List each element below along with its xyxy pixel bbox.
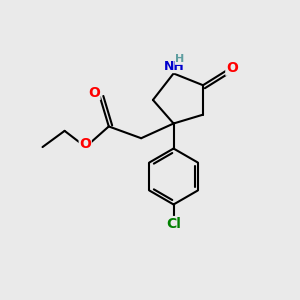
Text: NH: NH [164,60,185,73]
Text: Cl: Cl [166,217,181,231]
Text: O: O [226,61,238,75]
Text: O: O [79,137,91,151]
Text: H: H [176,54,185,64]
Text: O: O [88,85,100,100]
